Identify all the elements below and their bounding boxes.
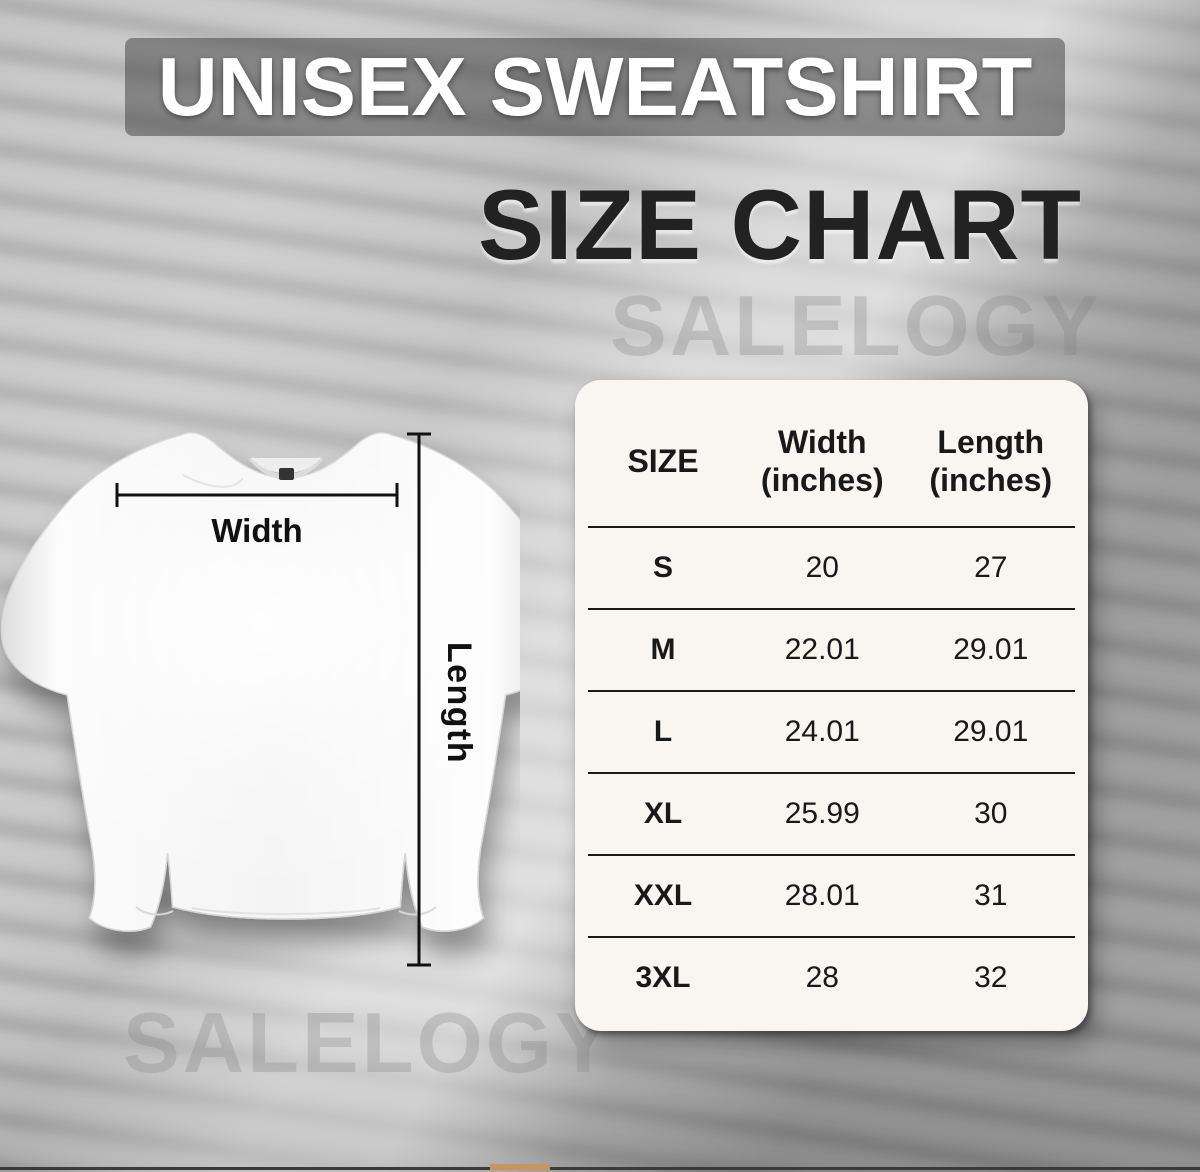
svg-text:Length: Length bbox=[440, 642, 478, 764]
svg-text:Width: Width bbox=[211, 512, 302, 549]
